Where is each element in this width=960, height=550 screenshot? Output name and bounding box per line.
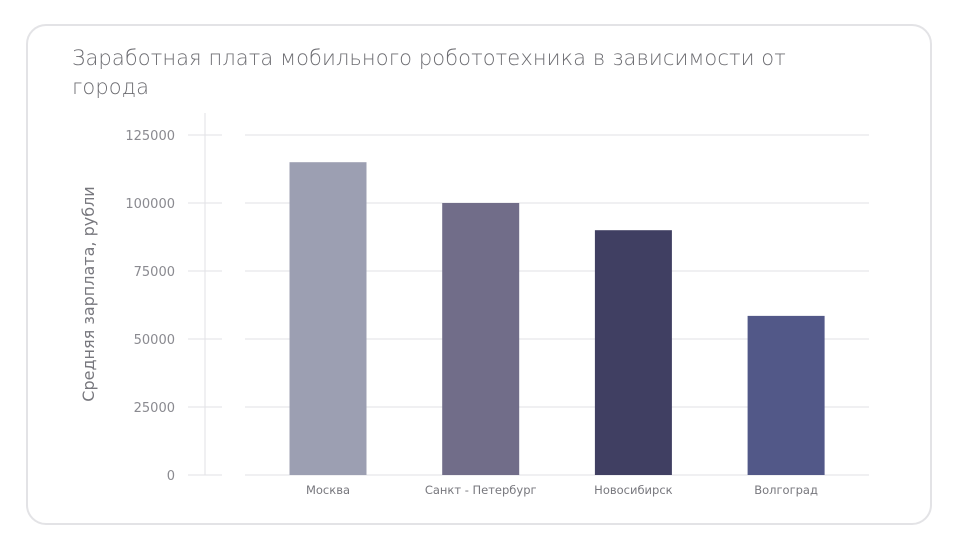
y-tick-label: 100000 [125,197,175,212]
y-tick-label: 25000 [134,401,175,416]
chart-title: Заработная плата мобильного робототехник… [72,46,786,99]
y-tick-label: 125000 [125,129,175,144]
bar-2 [442,203,520,475]
bar-3 [594,230,672,475]
x-tick-label: Волгоград [754,483,818,497]
y-tick-label: 75000 [134,265,175,280]
x-tick-label: Санкт - Петербург [425,483,537,497]
bar-4 [747,315,825,475]
y-tick-label: 50000 [134,333,175,348]
y-tick-label: 0 [167,469,175,484]
bar-1 [289,162,367,475]
y-axis-label: Средняя зарплата, рубли [79,186,98,401]
x-tick-label: Новосибирск [594,483,672,497]
x-tick-label: Москва [306,483,350,497]
